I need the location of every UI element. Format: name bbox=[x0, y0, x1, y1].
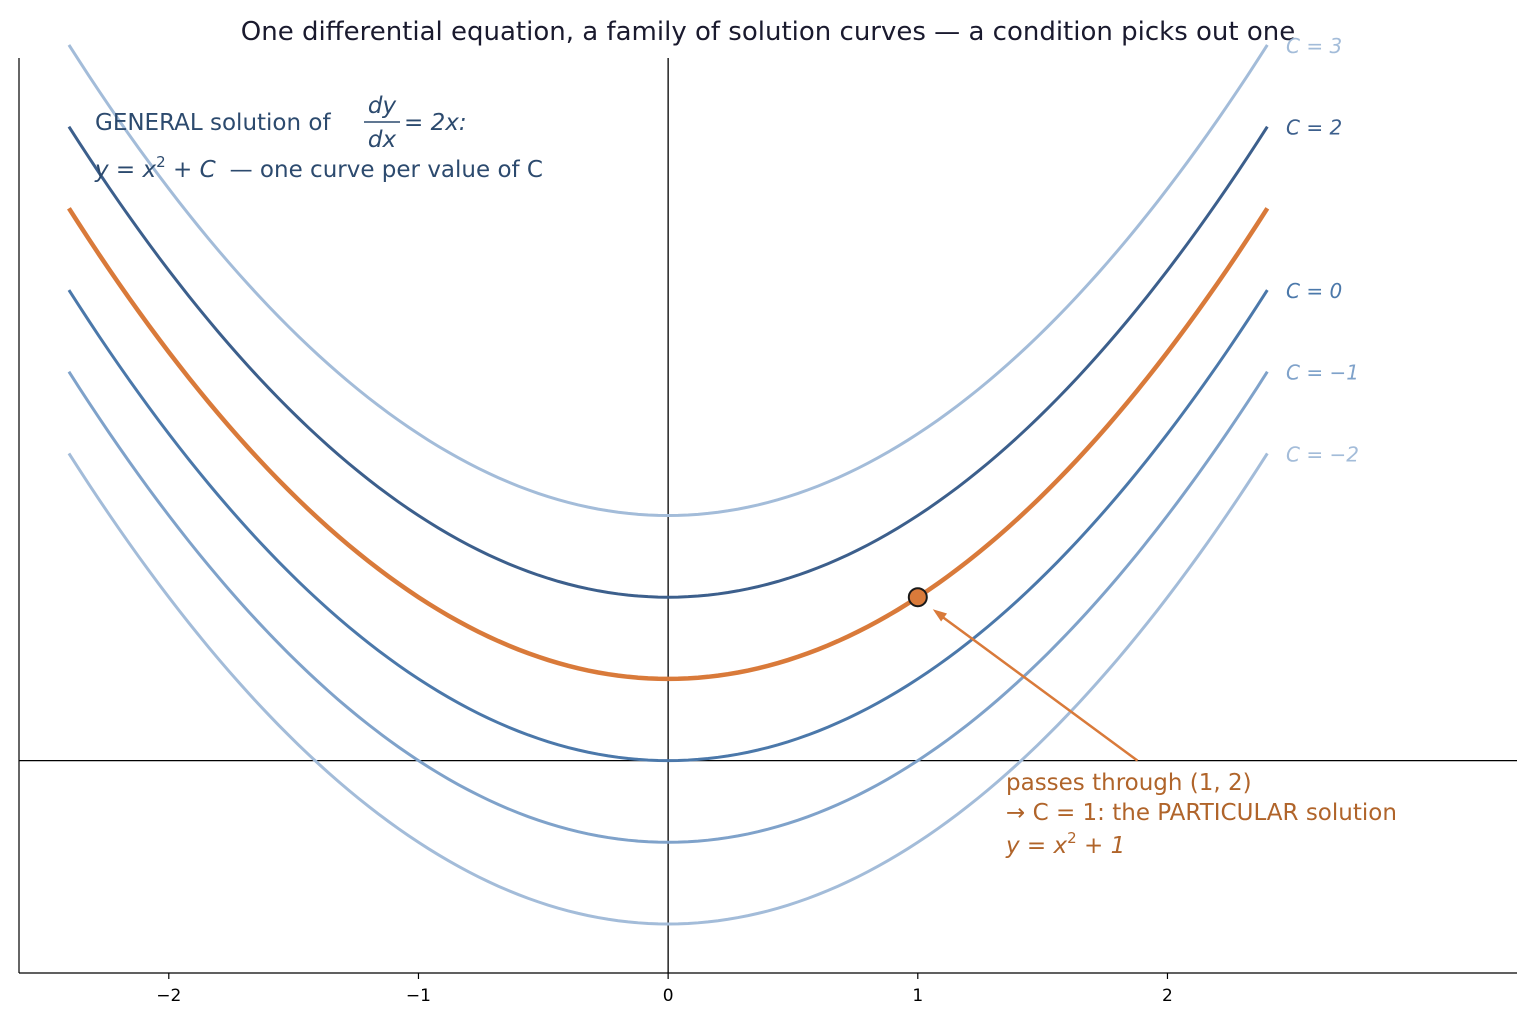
fraction-numerator: dy bbox=[368, 93, 397, 119]
x-tick-label: −1 bbox=[406, 986, 431, 1006]
curve-label-cneg2: C = −2 bbox=[1286, 442, 1359, 466]
condition-point bbox=[907, 587, 928, 608]
general-formula-desc: — one curve per value of C bbox=[230, 157, 543, 183]
curve-c0 bbox=[67, 289, 1269, 763]
general-formula-rhs: + C bbox=[166, 157, 216, 183]
general-label: GENERAL solution of bbox=[95, 110, 331, 136]
x-tick-label: 1 bbox=[912, 986, 923, 1006]
curve-label-cneg1: C = −1 bbox=[1286, 361, 1359, 385]
curve-label-c2: C = 2 bbox=[1286, 116, 1342, 140]
note-formula-exp: 2 bbox=[1067, 829, 1077, 847]
annotation-arrow-line bbox=[938, 613, 1139, 762]
note-line-3: y = x2 + 1 bbox=[1005, 829, 1125, 859]
x-tick-label: 0 bbox=[663, 986, 674, 1006]
note-line-2: → C = 1: the PARTICULAR solution bbox=[1006, 800, 1397, 826]
x-tick-label: −2 bbox=[156, 986, 181, 1006]
axes bbox=[18, 58, 1517, 974]
general-formula-exp: 2 bbox=[156, 153, 166, 171]
solution-curves bbox=[67, 44, 1270, 926]
note-formula-lhs: y = x bbox=[1005, 833, 1068, 859]
fraction-denominator: dx bbox=[368, 127, 397, 153]
general-solution-box: GENERAL solution of dy dx = 2x: y = x2 +… bbox=[94, 93, 543, 183]
particular-annotation: passes through (1, 2) → C = 1: the PARTI… bbox=[907, 587, 1397, 859]
note-formula-rhs: + 1 bbox=[1077, 833, 1126, 859]
annotation-arrow-head bbox=[932, 609, 948, 622]
curve-label-c0: C = 0 bbox=[1286, 279, 1342, 303]
note-line-1: passes through (1, 2) bbox=[1006, 770, 1252, 796]
general-formula: y = x2 + C — one curve per value of C bbox=[94, 153, 543, 183]
curve-c3 bbox=[67, 44, 1269, 518]
curve-c1 bbox=[67, 207, 1270, 682]
general-formula-lhs: y = x bbox=[94, 157, 157, 183]
curve-cneg2 bbox=[67, 452, 1269, 926]
curve-label-c3: C = 3 bbox=[1286, 34, 1342, 58]
curve-labels: C = 3 C = 2 C = 0 C = −1 C = −2 bbox=[1286, 34, 1359, 466]
x-ticks: −2 −1 0 1 2 bbox=[156, 973, 1173, 1006]
curve-c2 bbox=[67, 125, 1269, 599]
zero-lines bbox=[19, 58, 1517, 973]
fraction-rhs: = 2x: bbox=[404, 110, 467, 136]
curve-cneg1 bbox=[67, 370, 1269, 844]
chart-title: One differential equation, a family of s… bbox=[241, 17, 1296, 47]
x-tick-label: 2 bbox=[1162, 986, 1173, 1006]
